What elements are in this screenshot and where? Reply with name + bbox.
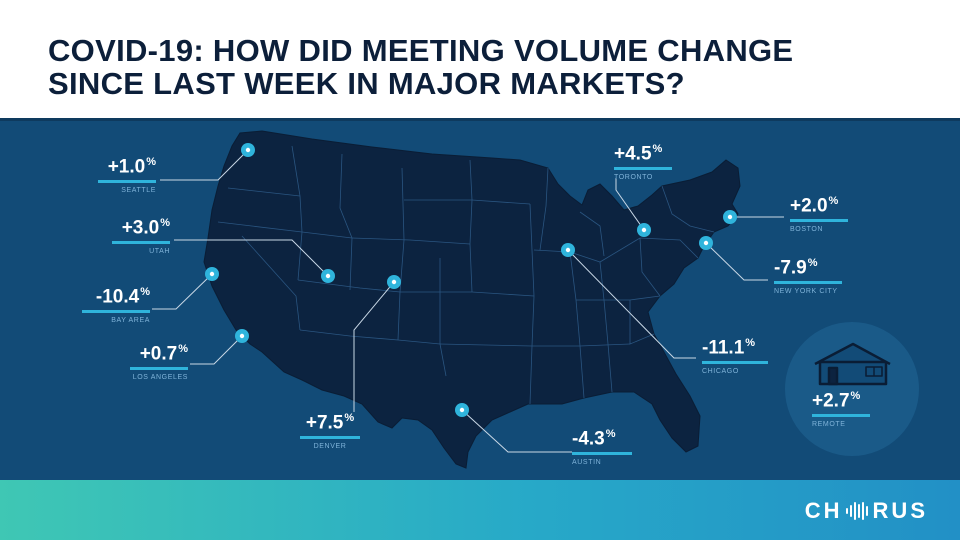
map-pins <box>205 143 737 417</box>
pin-toronto <box>637 223 651 237</box>
callout-bar <box>130 367 188 371</box>
callout-value: -11.1% <box>702 337 756 359</box>
callout-chicago: -11.1% CHICAGO <box>702 337 768 375</box>
pin-denver <box>387 275 401 289</box>
pin-boston <box>723 210 737 224</box>
title-line-2: SINCE LAST WEEK IN MAJOR MARKETS? <box>48 66 685 101</box>
callout-boston: +2.0% BOSTON <box>790 195 848 233</box>
callout-bay-area: -10.4% BAY AREA <box>82 286 150 324</box>
us-landmass <box>203 130 741 469</box>
header: COVID-19: HOW DID MEETING VOLUME CHANGE … <box>0 0 960 118</box>
callout-city: CHICAGO <box>702 368 739 376</box>
callout-value: +3.0% <box>121 217 170 239</box>
leader-lines <box>152 149 784 453</box>
callout-city: AUSTIN <box>572 459 602 467</box>
leader-utah <box>174 239 329 277</box>
pin-utah <box>321 269 335 283</box>
sound-wave-icon <box>845 502 868 520</box>
callout-bar <box>82 310 150 314</box>
title-lead: COVID-19: <box>48 33 205 68</box>
title-line-1: HOW DID MEETING VOLUME CHANGE <box>204 33 794 68</box>
house-icon <box>814 342 891 386</box>
logo-text-right: RUS <box>872 498 928 523</box>
callout-bar <box>774 281 842 285</box>
callout-bar <box>112 241 170 245</box>
callout-remote: +2.7% REMOTE <box>812 390 870 428</box>
chorus-logo: CH RUS <box>805 498 928 524</box>
leader-los-angeles <box>190 335 243 365</box>
callout-austin: -4.3% AUSTIN <box>572 428 632 466</box>
callout-bar <box>98 180 156 184</box>
pin-austin <box>455 403 469 417</box>
callout-value: -7.9% <box>774 257 818 279</box>
callout-city: SEATTLE <box>121 187 156 195</box>
pin-chicago <box>561 243 575 257</box>
pin-seattle <box>241 143 255 157</box>
callout-bar <box>702 361 768 365</box>
callout-value: +1.0% <box>107 156 156 178</box>
callout-city: UTAH <box>149 248 170 256</box>
callout-bar <box>790 219 848 223</box>
leader-chicago <box>567 249 696 359</box>
callout-city: NEW YORK CITY <box>774 288 838 296</box>
callout-utah: +3.0% UTAH <box>112 217 170 255</box>
callout-city: DENVER <box>313 443 347 451</box>
callout-bar <box>812 414 870 418</box>
callout-value: +2.0% <box>790 195 839 217</box>
leader-new-york-city <box>705 242 768 281</box>
pin-los-angeles <box>235 329 249 343</box>
callout-city: LOS ANGELES <box>132 374 188 382</box>
leader-seattle <box>160 149 249 181</box>
callout-city: TORONTO <box>614 174 653 182</box>
footer-band <box>0 480 960 540</box>
callout-value: +7.5% <box>305 412 355 434</box>
callout-value: +4.5% <box>614 143 663 165</box>
callout-value: -4.3% <box>572 428 616 450</box>
callout-denver: +7.5% DENVER <box>300 412 360 450</box>
leader-toronto <box>615 178 645 231</box>
state-borders <box>217 145 715 405</box>
leader-austin <box>461 409 572 453</box>
callout-new-york-city: -7.9% NEW YORK CITY <box>774 257 842 295</box>
callout-city: BAY AREA <box>111 317 150 325</box>
logo-text-left: CH <box>804 498 843 523</box>
callout-bar <box>300 436 360 440</box>
callout-bar <box>614 167 672 171</box>
pin-bay-area <box>205 267 219 281</box>
callout-toronto: +4.5% TORONTO <box>614 143 672 181</box>
callout-value: +2.7% <box>812 390 861 412</box>
callout-city: BOSTON <box>790 226 824 234</box>
callout-value: -10.4% <box>95 286 150 308</box>
callout-city: REMOTE <box>812 421 846 429</box>
callout-seattle: +1.0% SEATTLE <box>98 156 156 194</box>
pin-new-york-city <box>699 236 713 250</box>
callout-los-angeles: +0.7% LOS ANGELES <box>130 343 188 381</box>
leader-bay-area <box>152 273 213 310</box>
leader-denver <box>353 281 395 412</box>
callout-bar <box>572 452 632 456</box>
callout-value: +0.7% <box>139 343 188 365</box>
page-title: COVID-19: HOW DID MEETING VOLUME CHANGE … <box>48 34 793 100</box>
